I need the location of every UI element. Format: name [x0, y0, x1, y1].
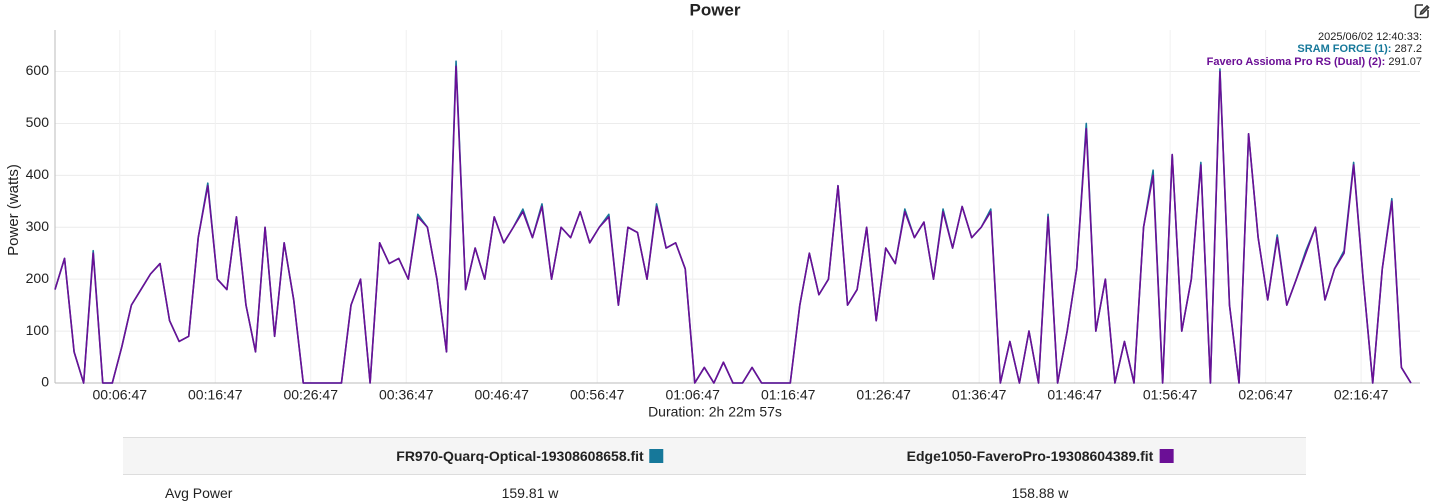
cell-value: 159.81 w	[501, 485, 559, 501]
y-tick-label: 100	[26, 322, 50, 338]
power-line	[54, 65, 1412, 384]
y-tick-label: 500	[26, 114, 50, 130]
y-tick-label: 400	[26, 166, 50, 182]
y-tick-label: 200	[26, 270, 50, 286]
table-header: FR970-Quarq-Optical-19308608658.fit Edge1…	[123, 437, 1306, 475]
tooltip-value: 291.07	[1388, 56, 1422, 68]
x-tick-label: 01:36:47	[952, 387, 1007, 403]
file-name: FR970-Quarq-Optical-19308608658.fit	[396, 448, 644, 464]
x-tick-label: 02:16:47	[1334, 387, 1389, 403]
x-tick-label: 01:46:47	[1047, 387, 1102, 403]
y-tick-label: 0	[41, 374, 49, 390]
y-axis-label: Power (watts)	[5, 164, 22, 256]
x-tick-label: 00:36:47	[379, 387, 434, 403]
x-tick-label: 00:06:47	[93, 387, 148, 403]
chart: Power Power (watts) Duration: 2h 22m 57s…	[5, 0, 1430, 420]
color-swatch	[649, 449, 664, 463]
x-tick-label: 00:46:47	[474, 387, 529, 403]
column-header: FR970-Quarq-Optical-19308608658.fit	[396, 438, 664, 474]
y-tick-label: 600	[26, 62, 50, 78]
x-tick-label: 01:56:47	[1143, 387, 1198, 403]
x-tick-label: 00:26:47	[283, 387, 338, 403]
x-tick-label: 01:06:47	[665, 387, 720, 403]
tooltip-entry: SRAM FORCE (1): 287.2	[1297, 43, 1422, 55]
tooltip-value: 287.2	[1394, 43, 1422, 55]
file-name: Edge1050-FaveroPro-19308604389.fit	[906, 448, 1154, 464]
x-tick-label: 00:56:47	[570, 387, 625, 403]
x-tick-label: 00:16:47	[188, 387, 243, 403]
column-header: Edge1050-FaveroPro-19308604389.fit	[907, 438, 1174, 474]
comparison-table: FR970-Quarq-Optical-19308608658.fit Edge1…	[123, 437, 1306, 502]
chart-title: Power	[689, 0, 740, 19]
x-tick-label: 02:06:47	[1238, 387, 1293, 403]
x-tick-label: 01:16:47	[761, 387, 816, 403]
tooltip-entry: Favero Assioma Pro RS (Dual) (2): 291.07	[1207, 56, 1422, 68]
x-tick-label: 01:26:47	[856, 387, 911, 403]
x-axis-label: Duration: 2h 22m 57s	[648, 404, 782, 420]
table-row: Avg Power 159.81 w 158.88 w	[123, 475, 1306, 502]
tooltip-time: 2025/06/02 12:40:33:	[1318, 31, 1422, 43]
row-label: Avg Power	[165, 485, 233, 501]
tooltip-label: SRAM FORCE (1):	[1297, 43, 1391, 55]
edit-icon[interactable]	[1414, 4, 1430, 19]
y-tick-label: 300	[26, 218, 50, 234]
color-swatch	[1159, 449, 1174, 463]
tooltip-label: Favero Assioma Pro RS (Dual) (2):	[1207, 56, 1386, 68]
cell-value: 158.88 w	[1011, 485, 1069, 501]
